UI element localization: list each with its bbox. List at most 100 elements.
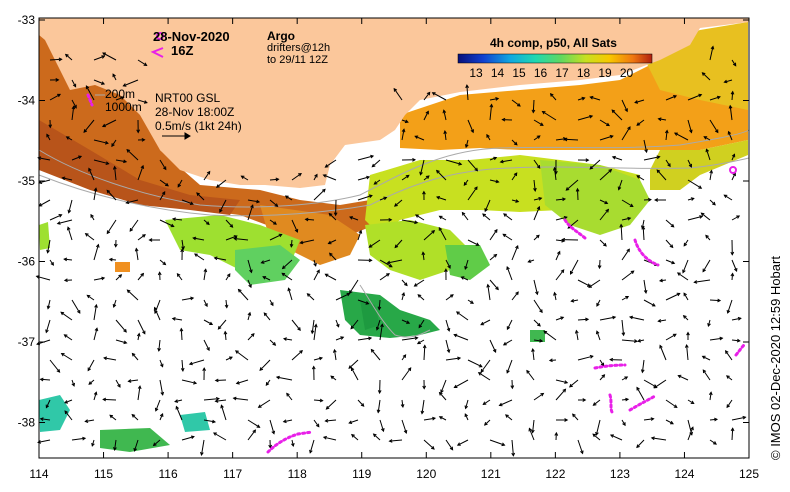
current-vector-head — [486, 133, 490, 138]
current-vector — [111, 139, 117, 147]
current-vector — [174, 399, 183, 403]
current-vector-head — [82, 436, 87, 441]
current-vector — [106, 219, 117, 234]
current-vector-head — [39, 377, 44, 382]
current-vector-head — [604, 200, 609, 205]
current-vector-head — [298, 173, 302, 177]
current-vector — [377, 399, 381, 413]
current-vector — [129, 219, 139, 232]
current-vector — [259, 359, 271, 371]
current-vector — [325, 419, 337, 422]
current-vector-head — [549, 93, 554, 97]
current-vector — [401, 174, 410, 181]
current-vector — [115, 379, 121, 388]
current-vector-head — [634, 339, 639, 343]
current-vector-head — [252, 429, 257, 434]
current-vector — [550, 93, 557, 101]
current-vector-head — [589, 354, 594, 359]
current-vector-head — [194, 253, 198, 257]
current-vector-head — [412, 157, 417, 162]
current-vector-head — [136, 332, 141, 337]
current-vector-head — [719, 336, 724, 341]
current-vector-head — [324, 418, 329, 423]
current-vector — [533, 234, 540, 241]
current-vector — [709, 96, 721, 101]
current-vector-head — [701, 355, 706, 360]
current-vector — [60, 311, 73, 321]
current-vector — [728, 131, 733, 141]
current-vector — [658, 118, 667, 121]
current-vector-head — [417, 294, 422, 298]
current-vector-head — [535, 234, 540, 239]
current-vector-head — [142, 234, 146, 238]
current-vector — [71, 99, 77, 109]
current-vector-head — [422, 190, 426, 195]
current-vector — [123, 79, 139, 87]
current-vector — [577, 279, 591, 287]
current-vector-head — [83, 129, 88, 134]
current-vector-head — [278, 233, 283, 238]
current-vector-head — [311, 365, 316, 370]
current-vector-head — [683, 242, 688, 247]
current-vector — [348, 359, 359, 369]
current-vector — [511, 172, 518, 181]
current-vector — [115, 159, 127, 163]
current-vector — [555, 269, 565, 281]
current-vector — [159, 191, 166, 201]
current-vector — [71, 155, 82, 161]
current-vector — [438, 227, 447, 241]
current-vector-head — [154, 407, 159, 412]
current-vector-head — [316, 269, 320, 274]
current-vector-head — [226, 273, 231, 278]
current-vector-head — [93, 391, 98, 396]
current-vector — [49, 214, 62, 221]
current-vector-head — [134, 247, 139, 252]
current-vector-head — [716, 95, 721, 100]
current-vector — [373, 433, 381, 441]
current-vector — [533, 339, 543, 342]
current-vector-head — [609, 357, 614, 362]
current-vector-head — [406, 320, 411, 324]
current-vector-head — [360, 403, 365, 407]
current-vector — [489, 254, 497, 261]
isobath-lines — [38, 129, 750, 338]
current-vector — [465, 139, 469, 148]
current-vector-head — [449, 294, 454, 298]
current-vector-head — [200, 451, 204, 457]
current-vector-head — [605, 208, 610, 213]
current-vector-head — [621, 332, 626, 337]
current-vector — [533, 319, 541, 327]
current-vector-head — [368, 336, 373, 341]
current-vector — [554, 167, 557, 181]
current-vector-head — [574, 329, 579, 334]
current-vector-head — [401, 291, 406, 297]
current-vector-head — [64, 400, 69, 404]
current-vector — [533, 197, 542, 201]
current-vector — [577, 188, 579, 201]
current-vector-head — [539, 338, 544, 343]
current-vector — [532, 348, 535, 361]
current-vector-head — [425, 175, 430, 179]
current-vector-head — [315, 423, 320, 428]
current-vector — [115, 96, 124, 101]
y-tick-label: -38 — [18, 416, 36, 430]
current-vector-head — [422, 344, 427, 349]
current-vector-head — [656, 169, 661, 174]
current-vector-head — [725, 375, 730, 379]
current-vector — [731, 339, 740, 342]
current-vector — [555, 316, 564, 321]
current-vector-head — [206, 170, 211, 175]
current-vector — [702, 259, 711, 272]
current-vector — [611, 109, 623, 121]
current-vector-head — [377, 306, 382, 311]
current-vector-head — [560, 316, 565, 320]
current-vector — [595, 419, 601, 436]
current-vector — [464, 413, 469, 421]
current-vector-head — [106, 189, 111, 194]
current-vector-head — [737, 316, 742, 321]
current-vector-head — [265, 382, 270, 386]
current-vector — [126, 199, 139, 204]
current-vector-head — [568, 383, 573, 388]
current-vector-head — [626, 248, 630, 253]
map-frame — [38, 17, 750, 459]
